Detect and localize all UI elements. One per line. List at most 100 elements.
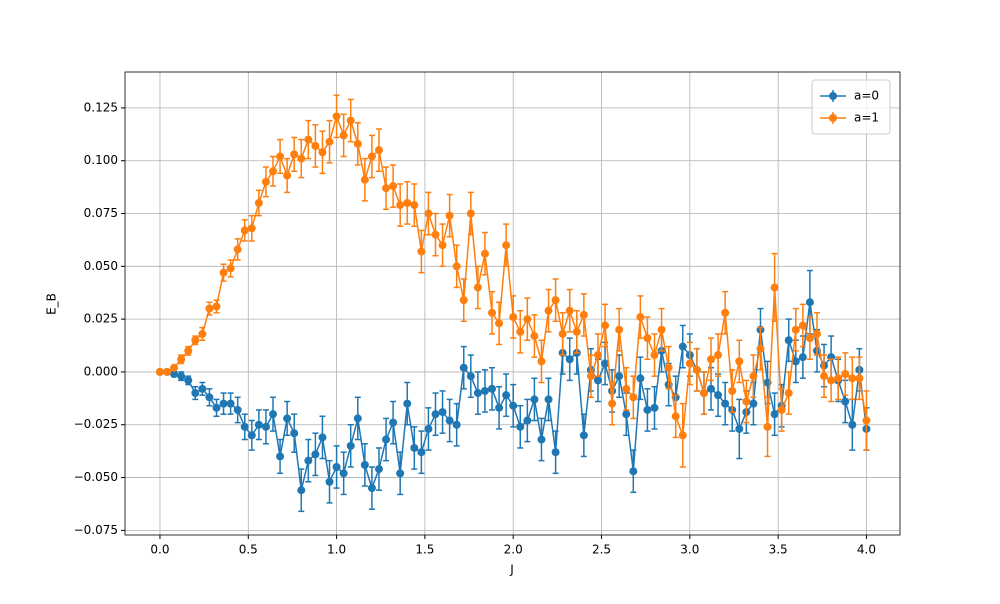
point [848, 420, 857, 429]
point [841, 370, 850, 379]
point [622, 384, 631, 393]
point [579, 431, 588, 440]
point [615, 325, 624, 334]
y-axis-label: E_B [45, 293, 59, 315]
y-tick-label: 0.025 [84, 312, 118, 326]
point [537, 435, 546, 444]
legend-label: a=1 [854, 111, 879, 125]
point [678, 342, 687, 351]
y-tick-label: 0.075 [84, 206, 118, 220]
point [417, 247, 426, 256]
point [707, 384, 716, 393]
point [452, 262, 461, 271]
point [537, 357, 546, 366]
point [177, 355, 186, 364]
point [382, 435, 391, 444]
point [593, 376, 602, 385]
y-tick-label: 0.000 [84, 364, 118, 378]
point [862, 416, 871, 425]
point [629, 467, 638, 476]
point [530, 395, 539, 404]
x-tick-label: 4.0 [857, 543, 876, 557]
point [191, 336, 200, 345]
point [212, 403, 221, 412]
point [834, 374, 843, 383]
point [318, 433, 327, 442]
point [544, 395, 553, 404]
point [721, 308, 730, 317]
point [636, 374, 645, 383]
point [403, 399, 412, 408]
point [586, 372, 595, 381]
point [827, 376, 836, 385]
point [431, 230, 440, 239]
point [622, 410, 631, 419]
point [367, 484, 376, 493]
point [615, 372, 624, 381]
point [311, 141, 320, 150]
point [212, 302, 221, 311]
point [551, 448, 560, 457]
point [551, 296, 560, 305]
y-tick-label: −0.075 [74, 523, 118, 537]
point [735, 357, 744, 366]
point [304, 456, 313, 465]
point [516, 422, 525, 431]
point [636, 313, 645, 322]
point [290, 429, 299, 438]
point [699, 389, 708, 398]
point [714, 351, 723, 360]
point [495, 403, 504, 412]
point [452, 420, 461, 429]
x-tick-label: 3.5 [769, 543, 788, 557]
point [410, 443, 419, 452]
point [488, 384, 497, 393]
point [502, 391, 511, 400]
x-tick-label: 1.5 [415, 543, 434, 557]
point [488, 308, 497, 317]
point [459, 296, 468, 305]
point [650, 403, 659, 412]
point [233, 245, 242, 254]
point [721, 399, 730, 408]
point [791, 357, 800, 366]
point [629, 393, 638, 402]
point [240, 422, 249, 431]
point [770, 283, 779, 292]
point [714, 391, 723, 400]
series [155, 94, 871, 468]
point [163, 367, 172, 376]
point [389, 418, 398, 427]
point [565, 306, 574, 315]
point [226, 264, 235, 273]
legend-label: a=0 [854, 89, 879, 103]
point [445, 416, 454, 425]
y-tick-label: −0.025 [74, 417, 118, 431]
point [382, 184, 391, 193]
point [664, 363, 673, 372]
point [170, 370, 179, 379]
point [657, 325, 666, 334]
point [184, 376, 193, 385]
point [643, 334, 652, 343]
point [502, 241, 511, 250]
point [459, 363, 468, 372]
point [276, 152, 285, 161]
point [304, 135, 313, 144]
point [805, 298, 814, 307]
point [784, 336, 793, 345]
point [608, 399, 617, 408]
point [812, 329, 821, 338]
point [544, 306, 553, 315]
point [805, 334, 814, 343]
point [685, 359, 694, 368]
point [311, 450, 320, 459]
point [601, 321, 610, 330]
point [339, 469, 348, 478]
point [558, 329, 567, 338]
point [438, 241, 447, 250]
point [396, 469, 405, 478]
x-tick-label: 3.0 [680, 543, 699, 557]
point [177, 372, 186, 381]
